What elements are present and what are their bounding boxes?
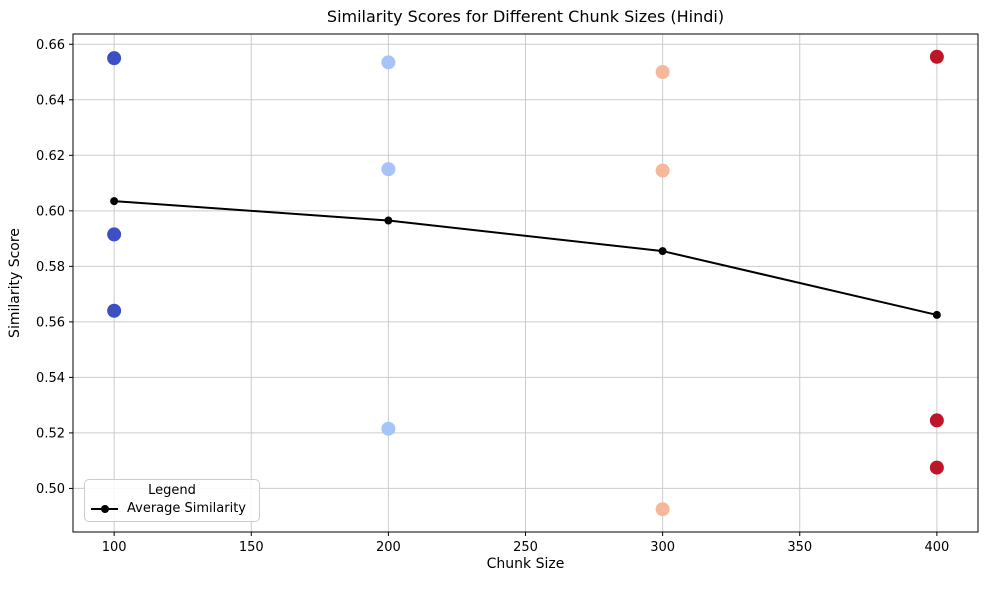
x-tick-label: 150 [239, 540, 264, 555]
average-line-point [110, 197, 119, 206]
y-axis-label: Similarity Score [7, 228, 23, 338]
x-tick-label: 250 [513, 540, 538, 555]
scatter-point-chunk-size-100 [107, 51, 122, 66]
scatter-point-chunk-size-400 [929, 460, 944, 475]
chart-title: Similarity Scores for Different Chunk Si… [326, 7, 725, 26]
average-line-point [658, 247, 667, 256]
average-line-point [932, 310, 941, 319]
x-tick-label: 300 [650, 540, 675, 555]
y-tick-label: 0.60 [36, 204, 65, 219]
x-tick-label: 350 [787, 540, 812, 555]
y-tick-label: 0.62 [36, 149, 65, 164]
y-tick-label: 0.66 [36, 38, 65, 53]
line-with-dot-marker-icon [91, 503, 118, 515]
x-axis-label: Chunk Size [486, 556, 565, 572]
scatter-point-chunk-size-300 [655, 65, 670, 80]
scatter-point-chunk-size-300 [655, 502, 670, 517]
average-line-point [384, 216, 393, 225]
legend-item-average-similarity: Average Similarity [91, 501, 253, 516]
y-tick-label: 0.58 [36, 260, 65, 275]
legend-item-label: Average Similarity [127, 501, 246, 516]
x-tick-label: 200 [376, 540, 401, 555]
average-similarity-line [114, 200, 938, 316]
scatter-point-chunk-size-400 [929, 49, 944, 64]
y-tick-label: 0.56 [36, 315, 65, 330]
legend-title: Legend [148, 483, 196, 498]
x-tick-label: 400 [924, 540, 949, 555]
scatter-point-chunk-size-300 [655, 163, 670, 178]
scatter-point-chunk-size-200 [381, 421, 396, 436]
y-tick-label: 0.54 [36, 371, 65, 386]
y-tick-label: 0.64 [36, 93, 65, 108]
scatter-point-chunk-size-200 [381, 55, 396, 70]
y-tick-label: 0.50 [36, 482, 65, 497]
x-tick-label: 100 [102, 540, 127, 555]
y-tick-label: 0.52 [36, 426, 65, 441]
scatter-point-chunk-size-100 [107, 303, 122, 318]
scatter-point-chunk-size-100 [107, 227, 122, 242]
scatter-point-chunk-size-400 [929, 413, 944, 428]
scatter-point-chunk-size-200 [381, 162, 396, 177]
legend: Legend Average Similarity [84, 479, 260, 522]
